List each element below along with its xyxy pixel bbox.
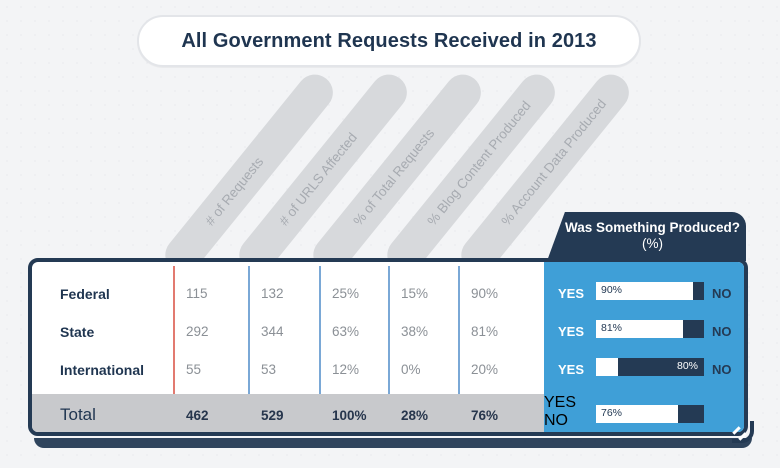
table-cell: 53 [261,362,277,377]
produced-bar-track: 90% [596,282,704,300]
table-cell: 0% [401,362,421,377]
column-divider [388,266,390,432]
produced-bar-fill [596,320,684,338]
produced-bar-fill [596,405,679,423]
produced-bar-label: 76% [601,407,623,419]
table-cell: 63% [332,324,360,339]
chart-title: All Government Requests Received in 2013 [137,15,641,67]
table-cell: 55 [186,362,202,377]
produced-bar-fill [596,282,694,300]
row-label: Federal [60,286,110,302]
column-divider [458,266,460,432]
total-cell: 100% [332,408,367,423]
no-label: NO [544,412,568,429]
table-cell: 15% [401,286,429,301]
no-label: NO [712,286,732,301]
column-divider [248,266,250,432]
produced-header: Was Something Produced? (%) [565,220,740,252]
table-cell: 292 [186,324,209,339]
table-cell: 81% [471,324,499,339]
produced-bar-label: 90% [601,284,623,296]
chart-title-text: All Government Requests Received in 2013 [181,29,597,52]
total-produced-panel: YES 76% NO [544,394,744,432]
produced-header-unit: (%) [642,236,663,251]
table-cell: 38% [401,324,429,339]
table-cell: 344 [261,324,284,339]
total-cell: 462 [186,408,209,423]
data-table: Federal 115 132 25% 15% 90% State 292 34… [28,258,748,436]
table-shadow [34,438,752,448]
produced-header-tab [547,212,746,261]
total-cell: 529 [261,408,284,423]
yes-label: YES [558,362,585,377]
total-label: Total [60,405,96,424]
yes-label: YES [558,286,585,301]
produced-bar-fill [596,358,618,376]
row-label: State [60,324,95,340]
table-cell: 25% [332,286,360,301]
no-label: NO [712,324,732,339]
table-row: International 55 53 12% 0% 20% [32,352,744,390]
corner-dash [732,426,741,435]
table-cell: 20% [471,362,499,377]
table-row: Federal 115 132 25% 15% 90% [32,276,744,314]
row-label: International [60,362,145,378]
corner-dash [738,432,747,441]
yes-label: YES [544,394,577,411]
table-row: State 292 344 63% 38% 81% [32,314,744,352]
produced-header-title: Was Something Produced? [565,220,741,235]
produced-bar-track: 76% [596,405,704,423]
table-cell: 132 [261,286,284,301]
yes-label: YES [558,324,585,339]
table-cell: 90% [471,286,499,301]
column-divider [173,266,175,432]
total-cell: 76% [471,408,499,423]
column-divider [319,266,321,432]
produced-bar-label: 81% [601,322,623,334]
produced-bar-track: 80% [596,358,704,376]
table-cell: 115 [186,286,208,301]
table-cell: 12% [332,362,360,377]
table-corner [732,421,754,443]
produced-bar-label: 80% [676,360,698,372]
no-label: NO [712,362,732,377]
total-cell: 28% [401,408,429,423]
produced-bar-track: 81% [596,320,704,338]
